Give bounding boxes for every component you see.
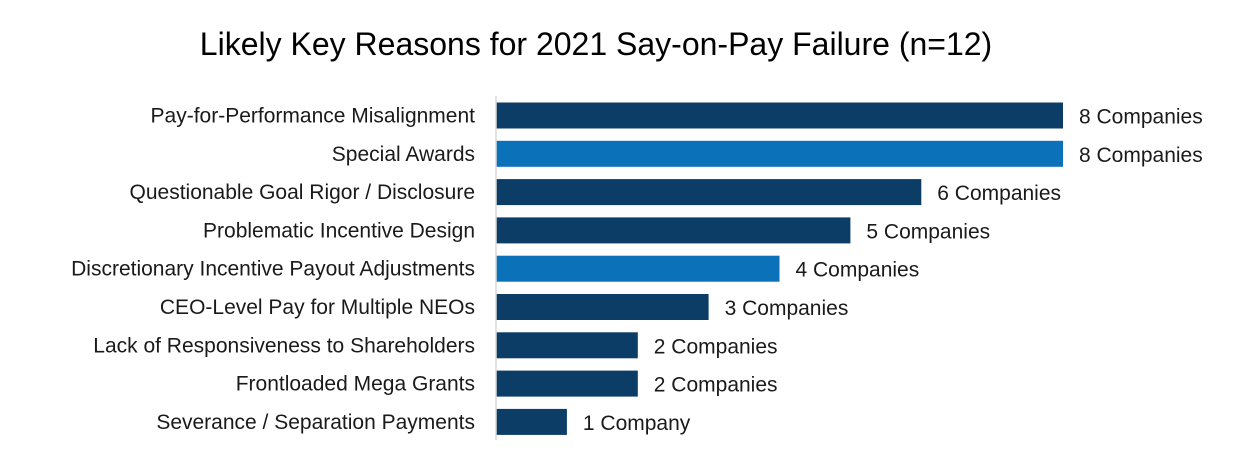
category-label-9: Severance / Separation Payments bbox=[156, 411, 475, 434]
data-label-7: 2 Companies bbox=[654, 335, 778, 358]
chart-title: Likely Key Reasons for 2021 Say-on-Pay F… bbox=[200, 26, 992, 62]
category-label-4: Problematic Incentive Design bbox=[203, 219, 475, 242]
bar-7 bbox=[496, 332, 638, 359]
bars-layer bbox=[496, 102, 1063, 435]
data-label-5: 4 Companies bbox=[796, 259, 920, 282]
category-labels: Pay-for-Performance Misalignment Special … bbox=[71, 105, 475, 434]
data-label-4: 5 Companies bbox=[866, 220, 990, 243]
category-label-3: Questionable Goal Rigor / Disclosure bbox=[130, 181, 476, 204]
bar-9 bbox=[496, 408, 567, 435]
data-labels: 8 Companies 8 Companies 6 Companies 5 Compa… bbox=[583, 106, 1203, 435]
bar-1 bbox=[496, 102, 1063, 129]
category-label-2: Special Awards bbox=[332, 143, 475, 166]
bar-6 bbox=[496, 294, 709, 320]
bar-3 bbox=[496, 179, 922, 206]
bar-8 bbox=[496, 370, 638, 397]
bar-5 bbox=[496, 255, 780, 282]
bar-2 bbox=[496, 140, 1063, 167]
bar-4 bbox=[496, 217, 851, 244]
category-label-6: CEO-Level Pay for Multiple NEOs bbox=[160, 296, 475, 319]
category-label-1: Pay-for-Performance Misalignment bbox=[151, 105, 476, 128]
category-label-5: Discretionary Incentive Payout Adjustmen… bbox=[71, 258, 475, 281]
data-label-8: 2 Companies bbox=[654, 374, 778, 397]
data-label-1: 8 Companies bbox=[1079, 106, 1203, 129]
data-label-6: 3 Companies bbox=[725, 297, 849, 320]
category-label-7: Lack of Responsiveness to Shareholders bbox=[93, 334, 475, 357]
data-label-9: 1 Company bbox=[583, 412, 691, 435]
data-label-3: 6 Companies bbox=[937, 182, 1061, 205]
category-label-8: Frontloaded Mega Grants bbox=[236, 373, 475, 396]
data-label-2: 8 Companies bbox=[1079, 144, 1203, 167]
